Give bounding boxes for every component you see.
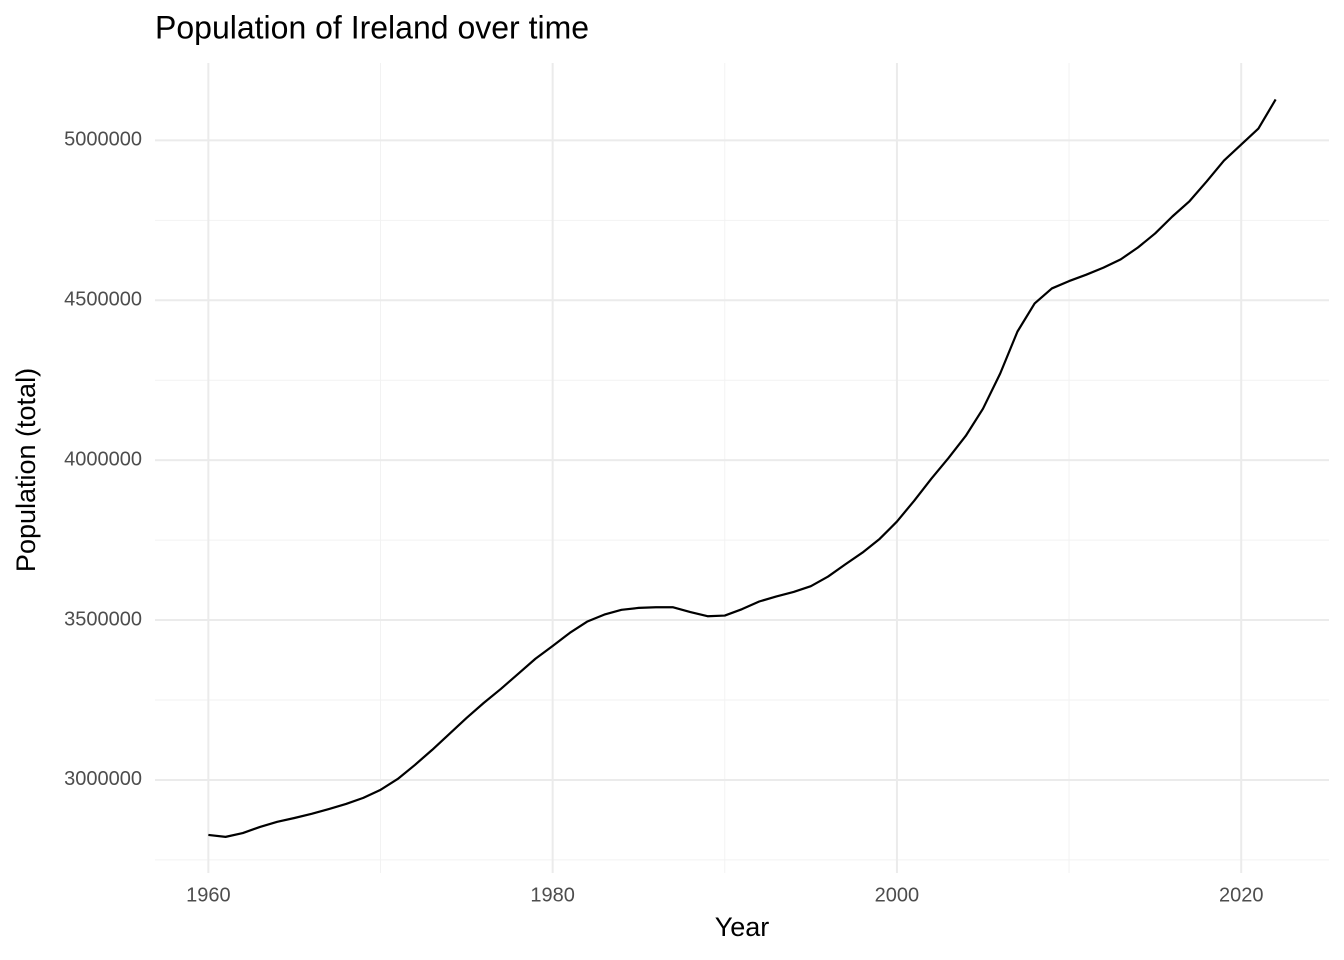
y-tick-label: 3000000 bbox=[64, 768, 142, 790]
x-tick-label: 1980 bbox=[530, 884, 575, 906]
y-tick-label: 4500000 bbox=[64, 289, 142, 311]
x-tick-label: 2020 bbox=[1219, 884, 1264, 906]
y-tick-label: 4000000 bbox=[64, 448, 142, 470]
y-axis-title: Population (total) bbox=[11, 368, 41, 572]
y-tick-label: 5000000 bbox=[64, 129, 142, 151]
chart-title: Population of Ireland over time bbox=[155, 9, 589, 45]
x-tick-label: 2000 bbox=[875, 884, 920, 906]
x-axis-title: Year bbox=[715, 912, 770, 942]
y-tick-label: 3500000 bbox=[64, 608, 142, 630]
line bbox=[208, 98, 1277, 838]
x-tick-label: 1960 bbox=[186, 884, 231, 906]
